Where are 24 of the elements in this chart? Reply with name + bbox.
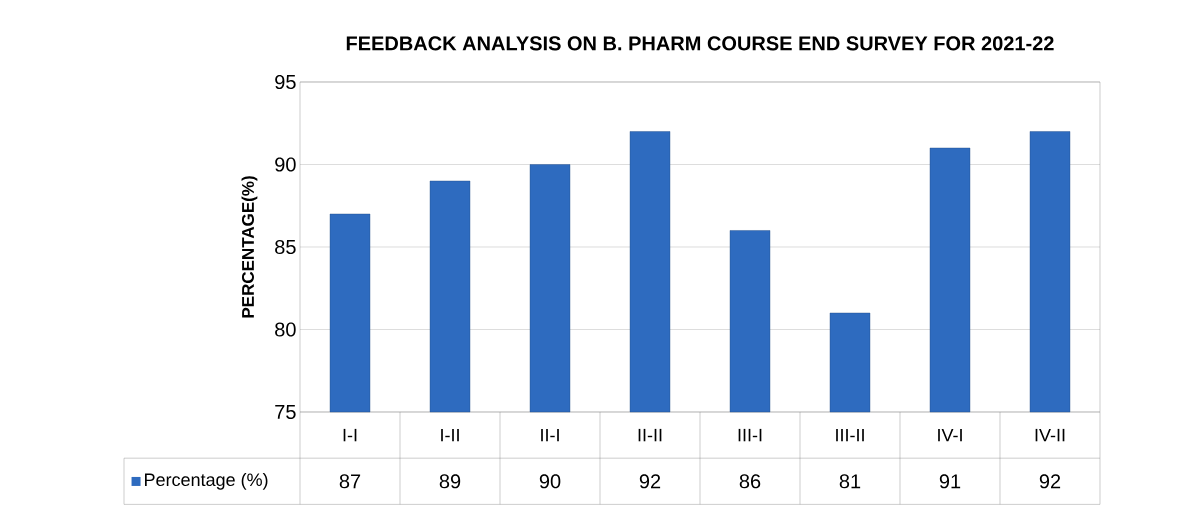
y-axis-title: PERCENTAGE(%) <box>241 176 258 318</box>
y-tick-label: 80 <box>275 322 296 337</box>
x-tick-label: IV-I <box>938 428 962 442</box>
data-label: 90 <box>539 474 561 489</box>
data-label: 91 <box>939 474 961 489</box>
data-label: 92 <box>1039 474 1061 489</box>
data-label: 87 <box>339 474 361 489</box>
y-tick-label: 95 <box>275 74 296 90</box>
y-tick-label: 75 <box>275 405 296 419</box>
data-label: 89 <box>439 474 461 489</box>
x-tick-label: I-II <box>441 428 459 442</box>
legend-label: Percentage (%) <box>145 472 268 490</box>
y-tick-label: 90 <box>275 157 296 172</box>
x-tick-label: II-II <box>638 428 662 442</box>
x-tick-label: III-I <box>738 428 762 442</box>
x-tick-label: IV-II <box>1035 428 1065 442</box>
x-tick-label: III-II <box>836 428 864 442</box>
y-tick-label: 85 <box>275 239 296 255</box>
data-label: 81 <box>839 474 861 489</box>
data-label: 86 <box>739 474 761 489</box>
x-tick-label: I-I <box>343 428 357 442</box>
chart-title: FEEDBACK ANALYSIS ON B. PHARM COURSE END SURVEY FOR 2021-22 <box>346 36 1054 51</box>
data-label: 92 <box>639 474 661 489</box>
x-tick-label: II-I <box>541 428 559 442</box>
